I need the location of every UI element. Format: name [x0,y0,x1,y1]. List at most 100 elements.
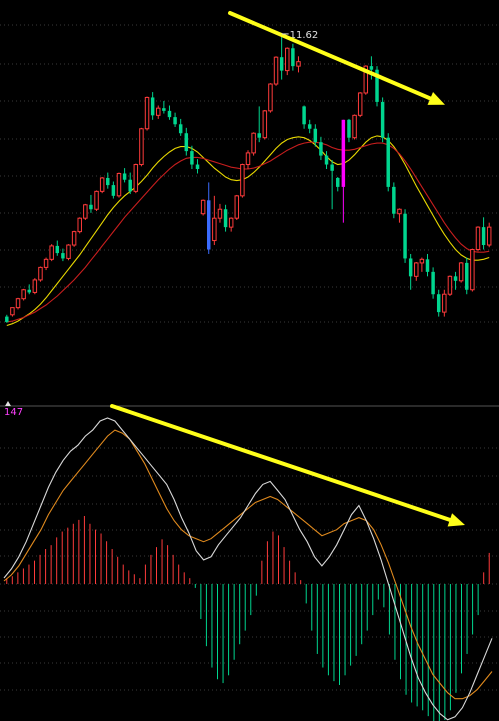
candle [313,124,318,147]
candle [307,119,312,134]
candle-body [167,110,172,118]
candle [324,151,329,169]
candle-body [77,217,82,233]
candle-body [122,173,127,180]
candle-body [324,155,329,165]
candle [116,172,122,198]
candle-body [234,195,240,219]
macd-histogram [6,516,490,721]
candle-body [206,200,211,250]
candle-body [184,133,189,152]
candle [341,119,346,223]
candle [206,182,211,254]
candle [262,109,268,140]
candle-body [262,110,268,139]
candle-body [419,258,425,264]
candle [15,297,21,310]
candle-body [128,179,132,192]
candle-body [156,107,161,116]
candle-body [21,289,26,300]
candle-body [99,177,105,192]
candle [173,112,177,127]
candle-body [150,97,155,116]
price-peak-label: 11.62 [290,30,319,41]
candle [66,244,71,261]
price-trend-arrow [228,11,445,105]
candle-body [307,124,312,129]
candle [190,145,194,169]
candle [99,177,105,194]
candle-body [436,294,441,313]
candle [336,177,340,192]
candle-body [363,65,369,94]
candle-body [10,307,15,316]
candle [71,230,77,247]
candle-body [190,151,194,165]
candle-body [296,61,301,67]
candle [217,203,223,223]
candle [21,288,26,301]
candle [89,194,93,213]
candle-body [94,190,99,210]
candle-body [83,204,88,219]
candle-body [32,279,38,293]
candle [403,209,407,263]
candle-body [403,213,407,259]
candle-body [61,253,65,259]
candle-body [173,117,177,125]
candle-body [319,142,323,156]
candle-body [43,258,49,268]
candle-body [447,275,453,295]
candle-body [341,119,346,187]
candle-body [111,185,116,196]
candle [347,118,351,143]
candle-body [71,231,77,246]
candle-body [302,106,306,125]
candle [61,248,65,262]
candle-body [313,128,318,143]
macd-lines [3,417,493,721]
candle [184,127,189,156]
candle [436,289,441,317]
candle-body [442,293,447,313]
candle [10,307,15,317]
candle [273,56,279,86]
candle [200,199,206,216]
candle [240,163,245,198]
candle [425,253,430,277]
candle-body [5,316,9,322]
candle [397,208,402,223]
candle-body [336,177,340,187]
candle-body [106,177,110,186]
candle-body [144,96,150,130]
candle-body [15,298,21,309]
price-panel: 11.62 [5,11,492,327]
candle-body [386,137,390,187]
candle [486,222,492,248]
candle-body [431,271,435,295]
candle-body [49,245,54,260]
candle-body [408,258,413,277]
candle [408,253,413,290]
candle-body [347,119,351,138]
arrow-shaft [228,11,433,101]
candle-body [285,47,290,72]
macd-panel: 147 [3,401,493,721]
candle [375,66,379,107]
candle [392,182,396,219]
candle [386,133,390,192]
candle [465,257,469,295]
candle [77,217,82,234]
candle-body [200,199,206,215]
candle-body [257,133,261,138]
arrow-head [447,513,465,527]
candle [251,132,256,156]
candle-body [357,92,363,116]
candle-body [217,208,223,219]
candle [5,314,9,323]
arrow-shaft [110,404,452,522]
candle-body [228,217,234,228]
macd-trend-arrow [110,404,465,527]
candle-body [116,172,122,197]
